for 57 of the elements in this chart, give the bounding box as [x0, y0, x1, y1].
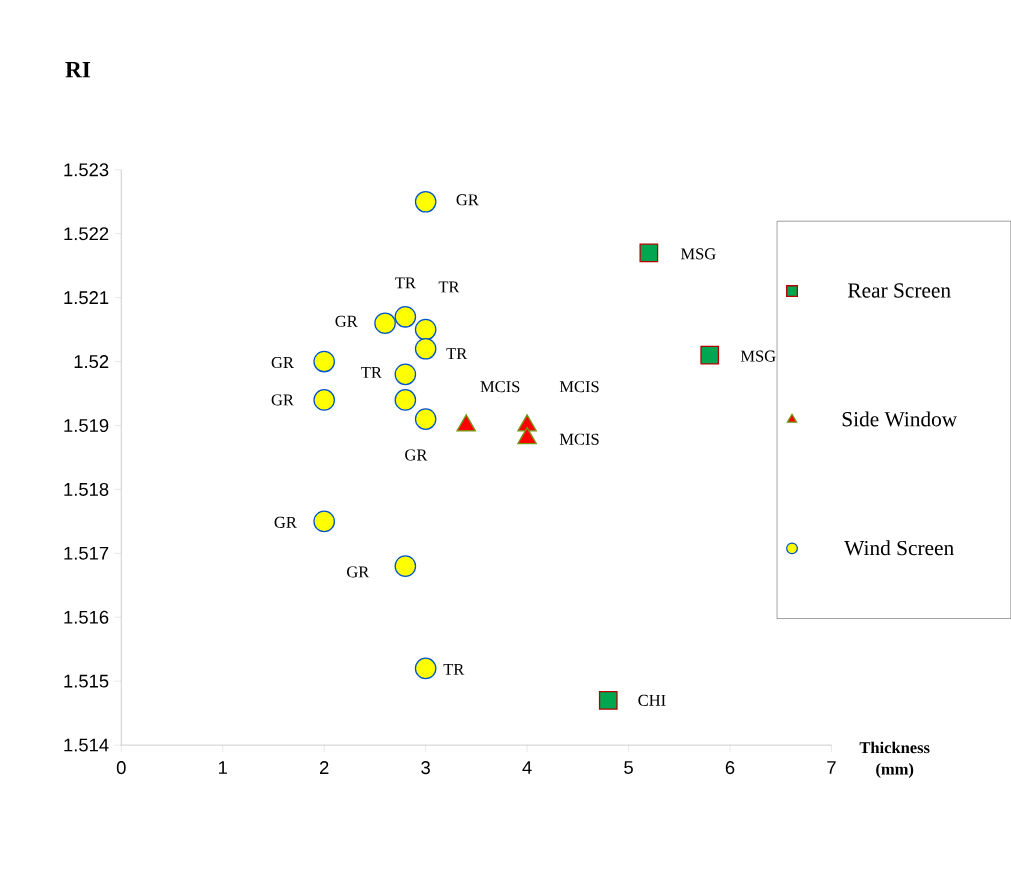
annotation: MSG — [680, 248, 716, 260]
annotation: GR — [335, 315, 358, 327]
point — [313, 389, 336, 411]
annotation: GR — [405, 449, 428, 461]
y-tick-label: 1.522 — [64, 227, 109, 241]
annotation: MSG — [740, 350, 776, 362]
annotation: MCIS — [559, 381, 599, 393]
point — [313, 350, 336, 373]
point — [394, 555, 417, 577]
y-tick-label: 1.517 — [64, 546, 109, 560]
x-tick-label: 6 — [725, 761, 735, 775]
annotation: TR — [395, 277, 416, 289]
annotation: MCIS — [480, 381, 520, 393]
annotation: GR — [271, 356, 294, 368]
point — [374, 312, 396, 334]
annotation: CHI — [638, 694, 666, 706]
point — [414, 408, 437, 430]
x-tick-label: 0 — [116, 761, 126, 775]
annotation: GR — [456, 194, 479, 206]
annotation: TR — [443, 663, 465, 675]
annotation: MCIS — [559, 433, 599, 445]
y-tick-label: 1.519 — [64, 418, 109, 432]
legend-label: Side Window — [842, 411, 958, 427]
x-axis-title: Thickness (mm) — [859, 741, 930, 778]
annotation: TR — [361, 366, 382, 378]
x-tick-label: 5 — [624, 761, 633, 774]
point — [639, 243, 659, 263]
y-tick-label: 1.521 — [64, 291, 109, 305]
point — [394, 389, 417, 411]
point — [414, 318, 437, 341]
point — [414, 190, 437, 213]
point — [598, 690, 618, 710]
y-tick-label: 1.516 — [64, 610, 109, 624]
point — [414, 657, 437, 680]
y-tick-label: 1.518 — [64, 482, 109, 496]
point — [394, 363, 417, 386]
x-tick-label: 2 — [320, 761, 329, 774]
annotation: GR — [274, 516, 297, 528]
x-tick-label: 3 — [421, 761, 430, 775]
y-tick-label: 1.514 — [64, 738, 109, 752]
legend-label: Rear Screen — [847, 283, 951, 298]
point — [313, 510, 336, 533]
annotation: GR — [271, 394, 294, 406]
legend-label: Wind Screen — [844, 540, 954, 556]
x-tick-label: 1 — [219, 761, 227, 774]
y-tick-label: 1.52 — [74, 354, 109, 369]
y-tick-label: 1.523 — [64, 163, 109, 177]
y-axis-title: RI — [65, 61, 91, 78]
annotation: GR — [347, 566, 370, 578]
y-tick-label: 1.515 — [64, 674, 109, 688]
point — [394, 305, 417, 328]
x-tick-label: 7 — [827, 761, 836, 774]
x-tick-label: 4 — [522, 761, 532, 774]
point — [700, 345, 720, 365]
annotation: TR — [438, 281, 460, 293]
point — [414, 337, 437, 360]
annotation: TR — [446, 348, 468, 359]
